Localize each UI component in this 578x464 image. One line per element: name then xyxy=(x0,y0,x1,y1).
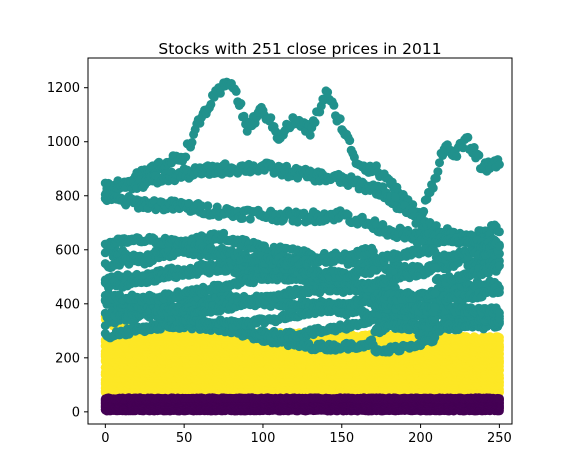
points-layer xyxy=(100,77,504,416)
